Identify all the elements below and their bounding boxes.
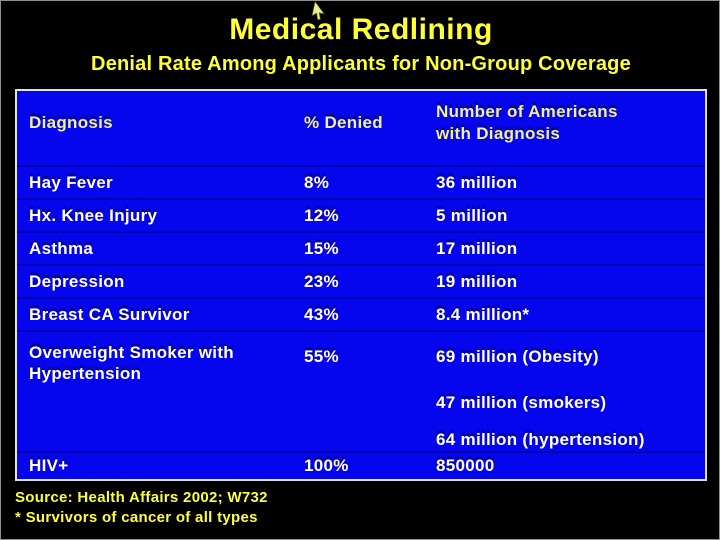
cell-diagnosis: Asthma [29, 238, 94, 258]
cell-number: 19 million [436, 271, 518, 291]
cell-percent-denied: 23% [304, 271, 339, 291]
cell-number-hypertension: 64 million (hypertension) [436, 430, 645, 449]
cell-diagnosis: HIV+ [29, 456, 69, 475]
cell-number: 36 million [436, 172, 518, 192]
cell-number-obesity: 69 million (Obesity) [436, 347, 599, 366]
cell-percent-denied: 100% [304, 456, 349, 475]
table-row-hiv: HIV+ 100% 850000 [17, 453, 705, 479]
denial-rate-table: Diagnosis % Denied Number of Americans w… [15, 89, 707, 481]
slide-subtitle: Denial Rate Among Applicants for Non-Gro… [91, 53, 631, 75]
table-row-depression: Depression 23% 19 million [17, 266, 705, 299]
table-row-overweight-smoker-hypertension: Overweight Smoker with Hypertension 55% … [17, 332, 705, 453]
column-header-percent-denied: % Denied [304, 113, 383, 132]
cell-percent-denied: 55% [304, 347, 339, 366]
cell-diagnosis: Breast CA Survivor [29, 304, 190, 324]
cell-diagnosis: Hx. Knee Injury [29, 205, 158, 225]
cell-diagnosis: Hay Fever [29, 172, 113, 192]
table-header-row: Diagnosis % Denied Number of Americans w… [17, 91, 705, 167]
column-header-number-line1: Number of Americans [436, 102, 618, 121]
cell-percent-denied: 12% [304, 205, 339, 225]
cell-diagnosis: Depression [29, 271, 125, 291]
cell-number: 5 million [436, 205, 508, 225]
cell-diagnosis: Overweight Smoker with Hypertension [17, 342, 304, 384]
source-block: Source: Health Affairs 2002; W732 * Surv… [15, 488, 268, 528]
cell-percent-denied: 43% [304, 304, 339, 324]
cell-number: 69 million (Obesity) 47 million (smokers… [436, 342, 705, 450]
table-row-asthma: Asthma 15% 17 million [17, 233, 705, 266]
source-text: Source: Health Affairs 2002; W732 [15, 489, 268, 506]
cell-diagnosis-line2: Hypertension [29, 364, 142, 383]
cell-number: 850000 [436, 456, 495, 475]
cell-number: 8.4 million* [436, 304, 530, 324]
mouse-arrow-cursor-icon [309, 1, 328, 28]
cell-percent-denied: 15% [304, 238, 339, 258]
table-row-breast-ca-survivor: Breast CA Survivor 43% 8.4 million* [17, 299, 705, 332]
table-row-hay-fever: Hay Fever 8% 36 million [17, 167, 705, 200]
table-row-knee-injury: Hx. Knee Injury 12% 5 million [17, 200, 705, 233]
column-header-number-line2: with Diagnosis [436, 124, 561, 143]
cell-diagnosis-line1: Overweight Smoker with [29, 343, 234, 362]
slide-title: Medical Redlining [229, 13, 493, 46]
cell-number-smokers: 47 million (smokers) [436, 393, 607, 412]
cell-percent-denied: 8% [304, 172, 330, 192]
column-header-number-of-americans: Number of Americans with Diagnosis [436, 101, 705, 145]
footnote-text: * Survivors of cancer of all types [15, 509, 258, 526]
cell-number: 17 million [436, 238, 518, 258]
column-header-diagnosis: Diagnosis [29, 113, 113, 132]
